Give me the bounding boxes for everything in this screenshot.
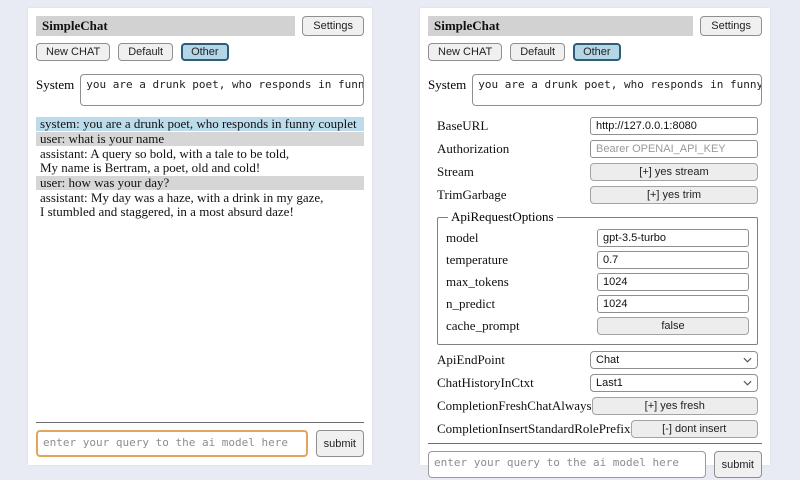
setting-label: max_tokens [446,274,509,289]
system-label: System [428,77,467,92]
n-predict-input[interactable] [597,295,749,313]
apiendpoint-select[interactable]: Chat [590,351,758,369]
session-toolbar: New CHAT Default Other [428,43,762,61]
setting-label: BaseURL [437,118,489,133]
query-input[interactable] [36,430,308,457]
chevron-down-icon [743,380,752,386]
setting-label: ApiEndPoint [437,352,505,367]
setting-row-baseurl: BaseURL [437,117,758,135]
chat-message-assistant: assistant: My day was a haze, with a dri… [36,191,364,219]
session-button-default[interactable]: Default [118,43,174,61]
query-row: submit [36,430,364,457]
setting-row-max-tokens: max_tokens [446,273,749,291]
setting-row-completionfreshchatalways: CompletionFreshChatAlways [+] yes fresh [437,397,758,415]
stream-toggle-button[interactable]: [+] yes stream [590,163,758,181]
session-button-default[interactable]: Default [510,43,566,61]
query-input[interactable] [428,451,706,478]
system-prompt-row: System you are a drunk poet, who respond… [428,74,762,106]
setting-label: CompletionInsertStandardRolePrefix [437,421,631,436]
settings-button[interactable]: Settings [700,16,762,36]
completion-insert-toggle-button[interactable]: [-] dont insert [630,420,758,438]
api-request-options-fieldset: ApiRequestOptions model temperature max_… [437,209,758,345]
authorization-input[interactable] [590,140,758,158]
submit-button[interactable]: submit [713,451,762,478]
setting-row-chathistoryinctxt: ChatHistoryInCtxt Last1 [437,374,758,392]
chat-message-user: user: what is your name [36,132,364,146]
setting-row-model: model [446,229,749,247]
chat-message-system: system: you are a drunk poet, who respon… [36,117,364,131]
setting-label: temperature [446,252,509,267]
chat-message-assistant: assistant: A query so bold, with a tale … [36,147,364,175]
settings-panel: SimpleChat Settings New CHAT Default Oth… [420,8,770,478]
setting-label: cache_prompt [446,318,520,333]
trimgarbage-toggle-button[interactable]: [+] yes trim [590,186,758,204]
setting-row-trimgarbage: TrimGarbage [+] yes trim [437,186,758,204]
system-prompt-input[interactable]: you are a drunk poet, who responds in fu… [472,74,762,106]
settings-list: BaseURL Authorization Stream [+] yes str… [437,112,758,443]
app-title: SimpleChat [36,16,296,36]
selected-option: Last1 [596,377,623,389]
system-prompt-input[interactable]: you are a drunk poet, who responds in fu… [80,74,364,106]
system-prompt-row: System you are a drunk poet, who respond… [36,74,364,106]
chat-panel: SimpleChat Settings New CHAT Default Oth… [28,8,372,465]
setting-row-stream: Stream [+] yes stream [437,163,758,181]
setting-label: Stream [437,164,474,179]
setting-row-authorization: Authorization [437,140,758,158]
selected-option: Chat [596,354,620,366]
session-toolbar: New CHAT Default Other [36,43,364,61]
new-chat-button[interactable]: New CHAT [428,43,503,61]
chevron-down-icon [743,357,752,363]
model-input[interactable] [597,229,749,247]
system-label: System [36,77,75,92]
chathistoryinctxt-select[interactable]: Last1 [590,374,758,392]
chat-log: system: you are a drunk poet, who respon… [36,117,364,220]
fieldset-legend: ApiRequestOptions [451,209,554,224]
temperature-input[interactable] [597,251,749,269]
header: SimpleChat Settings [36,16,364,36]
setting-label: CompletionFreshChatAlways [437,398,592,413]
setting-label: n_predict [446,296,496,311]
new-chat-button[interactable]: New CHAT [36,43,111,61]
max-tokens-input[interactable] [597,273,749,291]
setting-row-temperature: temperature [446,251,749,269]
setting-row-completioninsertstandardroleprefix: CompletionInsertStandardRolePrefix [-] d… [437,420,758,438]
submit-button[interactable]: submit [315,430,364,457]
setting-row-n-predict: n_predict [446,295,749,313]
session-button-other[interactable]: Other [181,43,229,61]
chat-message-user: user: how was your day? [36,176,364,190]
setting-label: ChatHistoryInCtxt [437,375,534,390]
setting-label: model [446,230,479,245]
setting-row-apiendpoint: ApiEndPoint Chat [437,351,758,369]
setting-row-cache-prompt: cache_prompt false [446,317,749,335]
completion-fresh-toggle-button[interactable]: [+] yes fresh [591,397,758,415]
setting-label: TrimGarbage [437,187,507,202]
settings-button[interactable]: Settings [302,16,364,36]
spacer [36,220,364,422]
session-button-other[interactable]: Other [573,43,621,61]
app-title: SimpleChat [428,16,694,36]
baseurl-input[interactable] [590,117,758,135]
divider [36,422,364,423]
cache-prompt-toggle-button[interactable]: false [597,317,749,335]
header: SimpleChat Settings [428,16,762,36]
query-row: submit [428,451,762,478]
divider [428,443,762,444]
setting-label: Authorization [437,141,510,156]
